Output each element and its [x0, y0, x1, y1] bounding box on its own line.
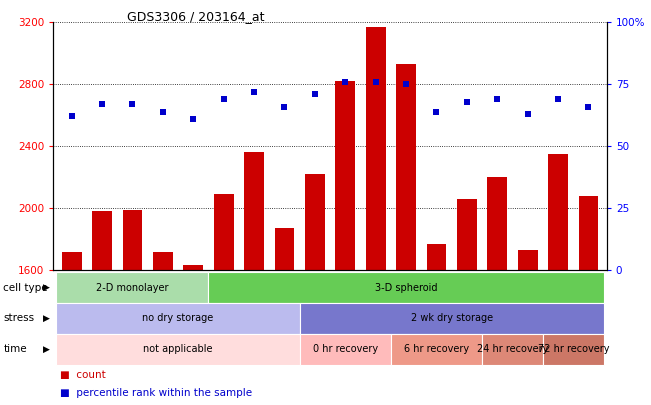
Text: ▶: ▶: [43, 283, 50, 292]
Bar: [335, 81, 355, 405]
Text: ▶: ▶: [43, 345, 50, 354]
Bar: [488, 177, 507, 405]
Bar: [579, 196, 598, 405]
Bar: [426, 244, 447, 405]
Text: ▶: ▶: [43, 314, 50, 323]
Point: [401, 81, 411, 87]
Bar: [275, 228, 294, 405]
Text: 6 hr recovery: 6 hr recovery: [404, 344, 469, 354]
Bar: [62, 252, 81, 405]
Text: ■  percentile rank within the sample: ■ percentile rank within the sample: [60, 388, 252, 399]
Point: [492, 96, 503, 102]
Bar: [366, 27, 385, 405]
Point: [310, 91, 320, 97]
Text: ■  count: ■ count: [60, 370, 105, 380]
Bar: [548, 154, 568, 405]
Point: [188, 116, 199, 122]
Point: [340, 79, 350, 85]
Point: [431, 108, 441, 115]
Point: [370, 79, 381, 85]
Text: stress: stress: [3, 313, 35, 323]
Text: time: time: [3, 344, 27, 354]
Bar: [214, 194, 234, 405]
Point: [127, 101, 137, 107]
Point: [553, 96, 563, 102]
Bar: [457, 199, 477, 405]
Point: [462, 98, 472, 105]
Bar: [518, 250, 538, 405]
Point: [219, 96, 229, 102]
Text: cell type: cell type: [3, 283, 48, 292]
Point: [523, 111, 533, 117]
Text: 24 hr recovery: 24 hr recovery: [477, 344, 548, 354]
Point: [158, 108, 168, 115]
Text: 3-D spheroid: 3-D spheroid: [375, 283, 437, 292]
Bar: [153, 252, 173, 405]
Text: GDS3306 / 203164_at: GDS3306 / 203164_at: [126, 10, 264, 23]
Point: [583, 103, 594, 110]
Bar: [244, 152, 264, 405]
Bar: [122, 210, 143, 405]
Text: 72 hr recovery: 72 hr recovery: [538, 344, 609, 354]
Point: [249, 88, 259, 95]
Text: 2 wk dry storage: 2 wk dry storage: [411, 313, 493, 323]
Bar: [396, 64, 416, 405]
Point: [97, 101, 107, 107]
Bar: [305, 174, 325, 405]
Text: not applicable: not applicable: [143, 344, 213, 354]
Bar: [92, 211, 112, 405]
Point: [279, 103, 290, 110]
Text: no dry storage: no dry storage: [143, 313, 214, 323]
Text: 2-D monolayer: 2-D monolayer: [96, 283, 169, 292]
Point: [66, 113, 77, 120]
Text: 0 hr recovery: 0 hr recovery: [312, 344, 378, 354]
Bar: [184, 266, 203, 405]
